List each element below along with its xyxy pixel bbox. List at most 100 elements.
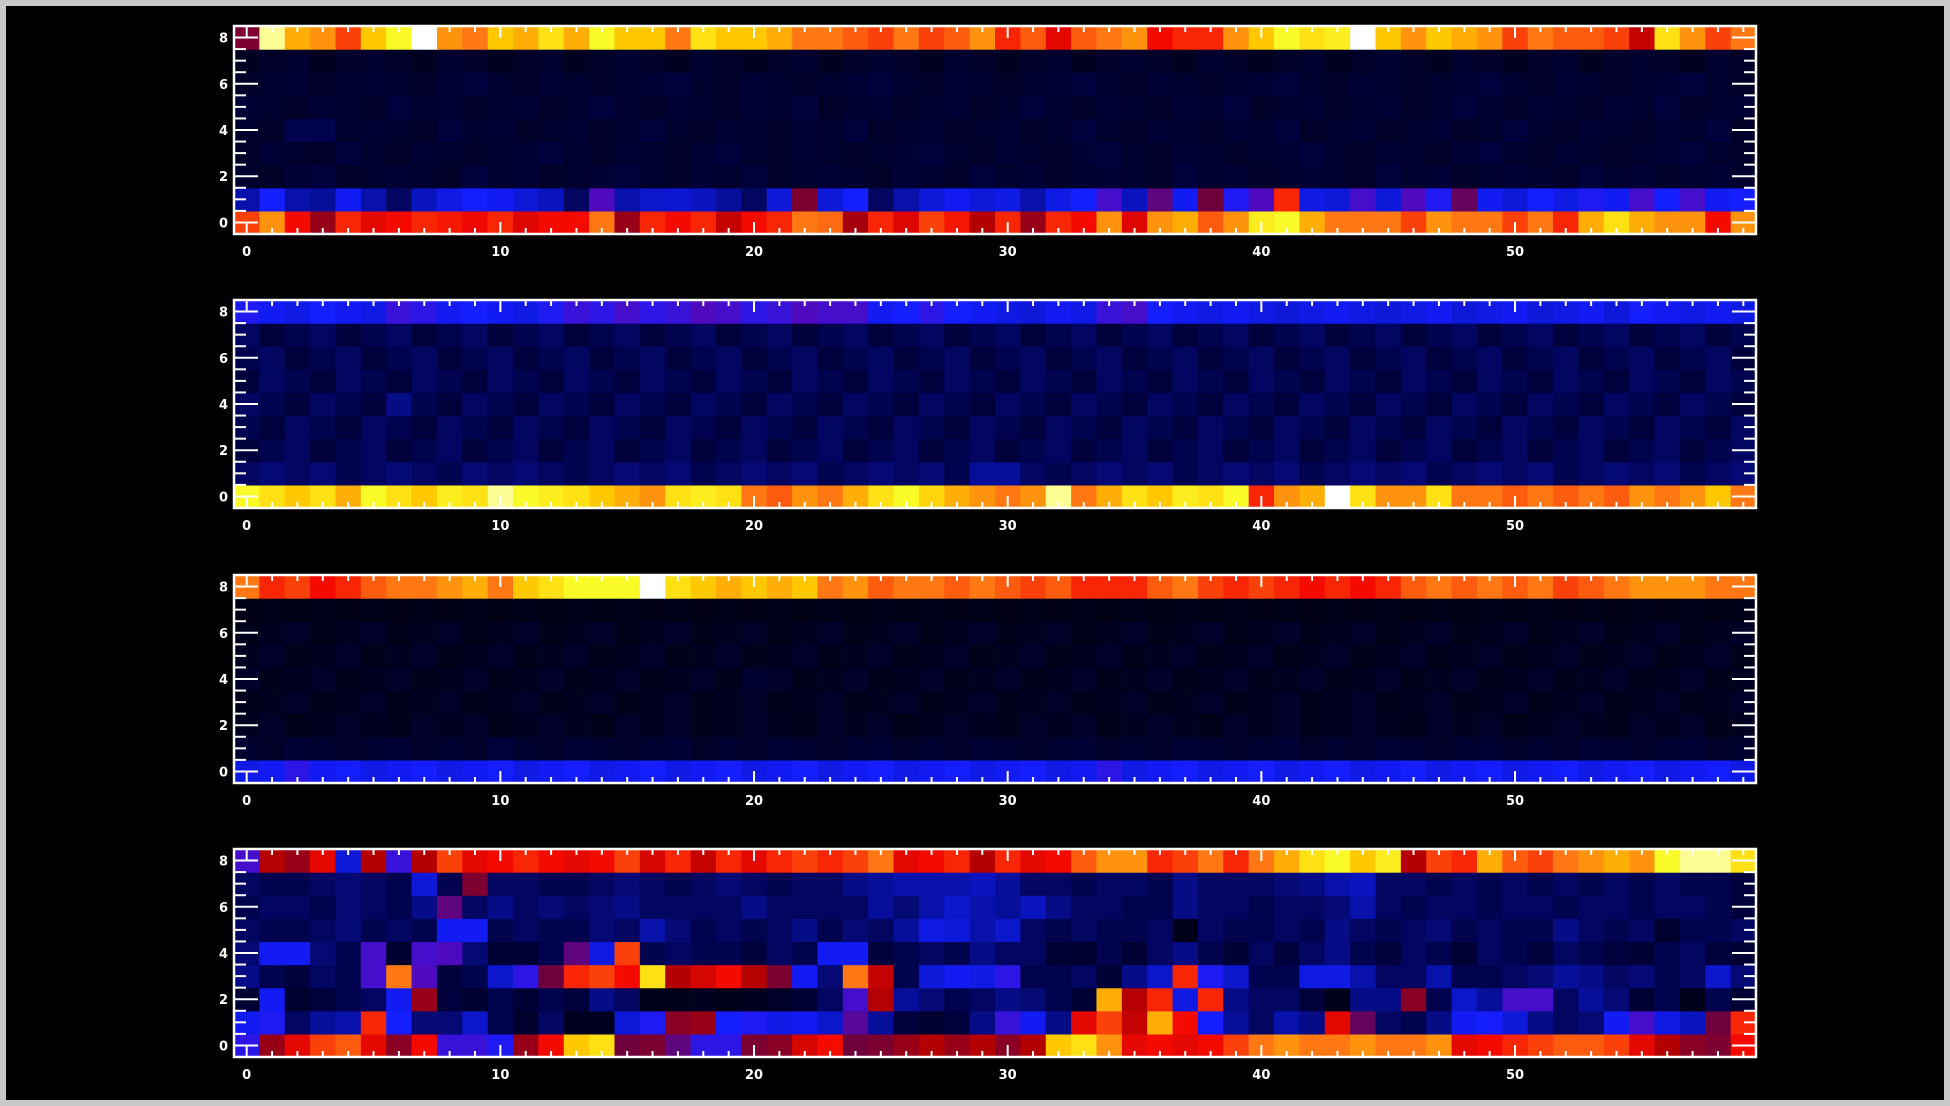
heatmap-cell <box>538 667 565 692</box>
heatmap-cell <box>411 72 438 96</box>
heatmap-cell <box>259 690 286 715</box>
heatmap-cell <box>1578 461 1605 486</box>
heatmap-cell <box>360 690 387 715</box>
heatmap-cell <box>614 461 641 486</box>
heatmap-cell <box>817 1033 844 1058</box>
heatmap-cell <box>284 210 311 235</box>
heatmap-cell <box>1451 849 1478 873</box>
heatmap-cell <box>1426 187 1453 212</box>
heatmap-cell <box>1426 964 1453 989</box>
heatmap-cell <box>310 849 337 873</box>
heatmap-cell <box>1502 95 1529 120</box>
heatmap-cell <box>614 369 641 394</box>
heatmap-cell <box>1045 141 1072 166</box>
heatmap-cell <box>995 987 1021 1012</box>
heatmap-cell <box>1324 187 1351 212</box>
heatmap-cell <box>284 941 311 966</box>
heatmap-cell <box>259 713 286 738</box>
heatmap-cell <box>868 210 895 235</box>
heatmap-cell <box>436 1033 463 1058</box>
heatmap-cell <box>639 323 666 347</box>
heatmap-cell <box>462 736 489 761</box>
heatmap-cell <box>944 461 971 486</box>
heatmap-cell <box>234 644 260 669</box>
heatmap-cell <box>1375 323 1402 347</box>
heatmap-cell <box>614 26 641 50</box>
heatmap-cell <box>1248 164 1275 189</box>
heatmap-cell <box>969 210 996 235</box>
heatmap-cell <box>1426 644 1453 669</box>
heatmap-cell <box>1603 667 1630 692</box>
heatmap-cell <box>614 598 641 622</box>
heatmap-cell <box>462 621 489 645</box>
heatmap-cell <box>234 872 260 896</box>
heatmap-cell <box>969 346 996 370</box>
heatmap-cell <box>944 141 971 166</box>
heatmap-cell <box>1147 26 1174 50</box>
heatmap-cell <box>1629 95 1656 120</box>
heatmap-cell <box>1248 141 1275 166</box>
heatmap-cell <box>1020 759 1047 784</box>
heatmap-cell <box>1705 369 1732 394</box>
heatmap-cell <box>1147 759 1174 784</box>
heatmap-cell <box>1629 872 1656 896</box>
heatmap-cell <box>1350 918 1377 943</box>
heatmap-cell <box>944 872 971 896</box>
heatmap-cell <box>1350 644 1377 669</box>
heatmap-cell <box>1147 164 1174 189</box>
heatmap-cell <box>1324 667 1351 692</box>
heatmap-cell <box>1426 484 1453 509</box>
heatmap-cell <box>1426 415 1453 440</box>
heatmap-cell <box>715 346 742 370</box>
heatmap-cell <box>1045 987 1072 1012</box>
heatmap-cell <box>513 187 539 212</box>
heatmap-cell <box>715 26 742 50</box>
heatmap-cell <box>1147 369 1174 394</box>
heatmap-cell <box>310 323 337 347</box>
heatmap-cell <box>969 667 996 692</box>
heatmap-cell <box>386 987 413 1012</box>
heatmap-cell <box>1223 713 1250 738</box>
heatmap-cell <box>1071 918 1098 943</box>
heatmap-cell <box>1629 26 1656 50</box>
heatmap-cell <box>310 461 337 486</box>
heatmap-cell <box>1629 918 1656 943</box>
heatmap-cell <box>1121 461 1148 486</box>
heatmap-cell <box>1553 26 1580 50</box>
heatmap-cell <box>665 141 692 166</box>
heatmap-cell <box>538 1033 565 1058</box>
heatmap-cell <box>462 461 489 486</box>
heatmap-cell <box>1603 187 1630 212</box>
heatmap-cell <box>1299 461 1326 486</box>
heatmap-cell <box>690 323 717 347</box>
heatmap-cell <box>1096 26 1123 50</box>
heatmap-cell <box>1679 210 1706 235</box>
heatmap-cell <box>842 736 869 761</box>
heatmap-cell <box>766 1010 793 1035</box>
heatmap-cell <box>563 461 590 486</box>
heatmap-cell <box>1096 667 1123 692</box>
heatmap-cell <box>284 415 311 440</box>
heatmap-cell <box>1705 461 1732 486</box>
heatmap-cell <box>1096 141 1123 166</box>
heatmap-cell <box>944 210 971 235</box>
heatmap-cell <box>589 987 616 1012</box>
heatmap-cell <box>1274 621 1300 645</box>
heatmap-cell <box>893 300 920 324</box>
heatmap-cell <box>538 72 565 96</box>
heatmap-cell <box>259 95 286 120</box>
heatmap-cell <box>589 964 616 989</box>
heatmap-cell <box>284 392 311 417</box>
heatmap-cell <box>1299 484 1326 509</box>
heatmap-cell <box>766 369 793 394</box>
heatmap-cell <box>563 849 590 873</box>
heatmap-cell <box>1248 941 1275 966</box>
heatmap-cell <box>487 141 514 166</box>
heatmap-cell <box>360 118 387 143</box>
heatmap-cell <box>538 644 565 669</box>
heatmap-cell <box>462 118 489 143</box>
heatmap-cell <box>589 1010 616 1035</box>
heatmap-cell <box>1654 210 1681 235</box>
heatmap-cell <box>969 392 996 417</box>
